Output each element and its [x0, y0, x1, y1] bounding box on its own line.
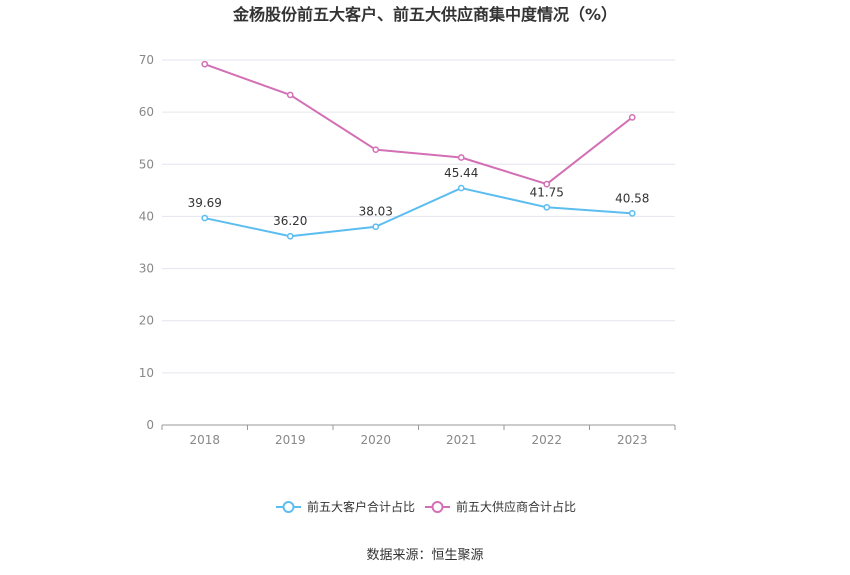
x-tick-label: 2018 [189, 433, 220, 447]
x-tick-label: 2019 [275, 433, 306, 447]
data-label: 38.03 [359, 205, 393, 219]
data-label: 40.58 [615, 191, 649, 205]
x-tick-label: 2023 [617, 433, 648, 447]
series-2 [201, 60, 636, 188]
y-tick-label: 70 [139, 53, 154, 67]
data-label: 45.44 [444, 166, 478, 180]
data-point [543, 180, 551, 188]
data-point [372, 146, 380, 154]
data-point [286, 232, 294, 240]
y-tick-label: 20 [139, 314, 154, 328]
y-tick-label: 30 [139, 262, 154, 276]
data-point [201, 214, 209, 222]
source-note: 数据来源：恒生聚源 [366, 548, 483, 563]
x-tick-label: 2022 [531, 433, 562, 447]
series-line [204, 187, 633, 238]
x-axis-ticks: 2018 2019 2020 2021 2022 2023 [161, 425, 676, 447]
data-point [201, 60, 209, 68]
x-tick-label: 2021 [446, 433, 477, 447]
chart-title: 金杨股份前五大客户、前五大供应商集中度情况（%） [232, 5, 617, 24]
series-layer: 39.69 36.20 38.03 45.44 41.75 40.58 [188, 60, 649, 240]
legend[interactable]: 前五大客户合计占比 前五大供应商合计占比 [276, 499, 576, 514]
y-tick-label: 60 [139, 105, 154, 119]
legend-swatch-marker [282, 501, 295, 513]
data-point [628, 114, 636, 121]
series-line [204, 63, 633, 186]
legend-item-1[interactable]: 前五大客户合计占比 [276, 499, 415, 514]
x-tick-label: 2020 [360, 433, 391, 447]
gridlines [162, 59, 675, 374]
series-1: 39.69 36.20 38.03 45.44 41.75 40.58 [188, 166, 649, 240]
data-point [543, 203, 551, 211]
data-label: 41.75 [530, 185, 564, 199]
data-label: 36.20 [273, 214, 307, 228]
y-axis-ticks: 0 10 20 30 40 50 60 70 [139, 53, 154, 432]
y-tick-label: 0 [146, 418, 154, 432]
legend-label: 前五大供应商合计占比 [456, 499, 576, 514]
data-point [286, 91, 294, 99]
y-tick-label: 50 [139, 157, 154, 171]
data-point [372, 223, 380, 231]
y-tick-label: 40 [139, 209, 154, 223]
data-label: 39.69 [188, 196, 222, 210]
data-point [457, 154, 465, 161]
legend-label: 前五大客户合计占比 [307, 499, 415, 514]
y-tick-label: 10 [139, 366, 154, 380]
legend-item-2[interactable]: 前五大供应商合计占比 [425, 499, 576, 514]
data-point [628, 210, 636, 217]
data-point [457, 184, 465, 192]
legend-swatch-marker [431, 501, 444, 513]
